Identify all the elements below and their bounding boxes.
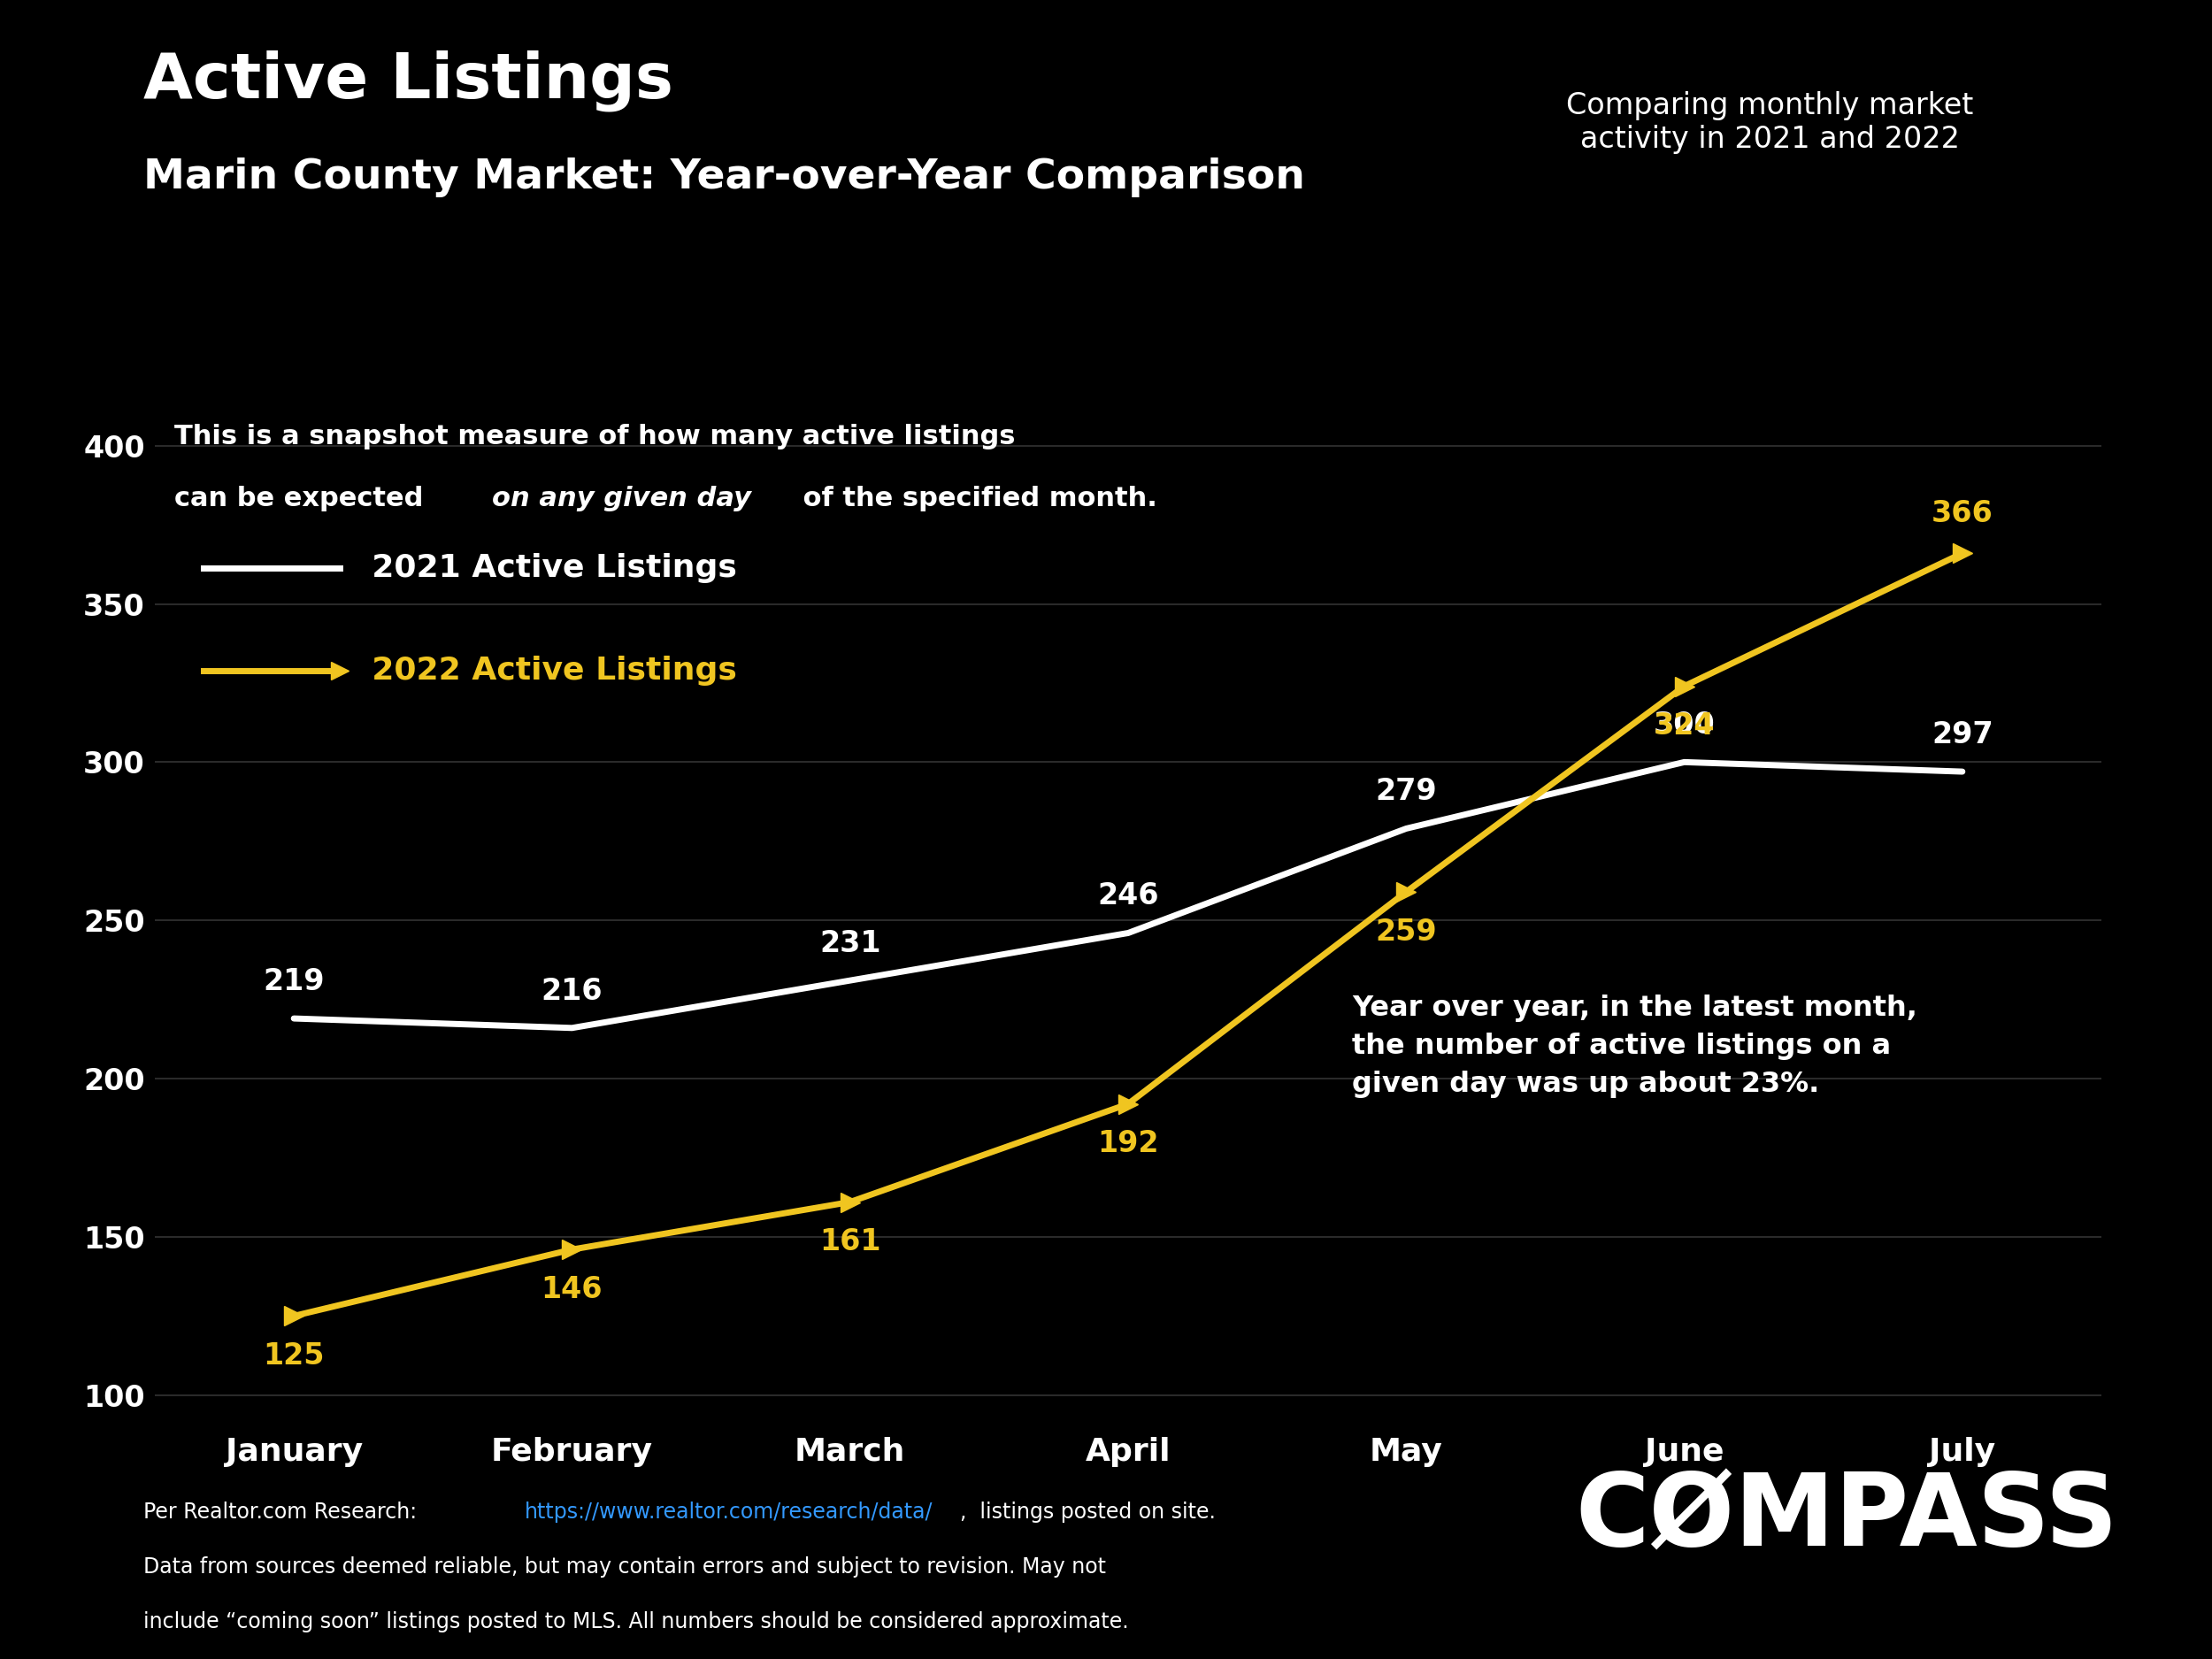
Text: 231: 231 — [818, 929, 880, 959]
Text: 192: 192 — [1097, 1130, 1159, 1158]
Text: 146: 146 — [542, 1274, 602, 1304]
Text: Active Listings: Active Listings — [144, 50, 675, 111]
Text: 216: 216 — [542, 977, 602, 1005]
Text: Comparing monthly market
activity in 2021 and 2022: Comparing monthly market activity in 202… — [1566, 91, 1973, 154]
Text: Marin County Market: Year-over-Year Comparison: Marin County Market: Year-over-Year Comp… — [144, 158, 1305, 197]
Text: This is a snapshot measure of how many active listings: This is a snapshot measure of how many a… — [175, 423, 1015, 450]
Text: 2022 Active Listings: 2022 Active Listings — [349, 655, 737, 685]
Text: 300: 300 — [1652, 710, 1714, 740]
Text: 297: 297 — [1931, 720, 1993, 750]
Text: of the specified month.: of the specified month. — [794, 486, 1157, 511]
Text: 125: 125 — [263, 1340, 325, 1370]
Text: Year over year, in the latest month,
the number of active listings on a
given da: Year over year, in the latest month, the… — [1352, 995, 1918, 1098]
Text: 324: 324 — [1655, 712, 1714, 740]
Text: CØMPASS: CØMPASS — [1575, 1470, 2119, 1568]
Text: ,  listings posted on site.: , listings posted on site. — [960, 1501, 1217, 1523]
Text: 219: 219 — [263, 967, 325, 997]
Text: 246: 246 — [1097, 881, 1159, 911]
Text: 2021 Active Listings: 2021 Active Listings — [349, 552, 737, 582]
Text: can be expected: can be expected — [175, 486, 434, 511]
Text: 161: 161 — [818, 1228, 880, 1256]
Text: Data from sources deemed reliable, but may contain errors and subject to revisio: Data from sources deemed reliable, but m… — [144, 1556, 1106, 1578]
Text: 366: 366 — [1931, 499, 1993, 528]
Text: 279: 279 — [1376, 776, 1438, 806]
Text: on any given day: on any given day — [491, 486, 750, 511]
Text: https://www.realtor.com/research/data/: https://www.realtor.com/research/data/ — [524, 1501, 933, 1523]
Text: 259: 259 — [1376, 917, 1438, 946]
Text: Per Realtor.com Research:: Per Realtor.com Research: — [144, 1501, 438, 1523]
Text: include “coming soon” listings posted to MLS. All numbers should be considered a: include “coming soon” listings posted to… — [144, 1611, 1128, 1632]
